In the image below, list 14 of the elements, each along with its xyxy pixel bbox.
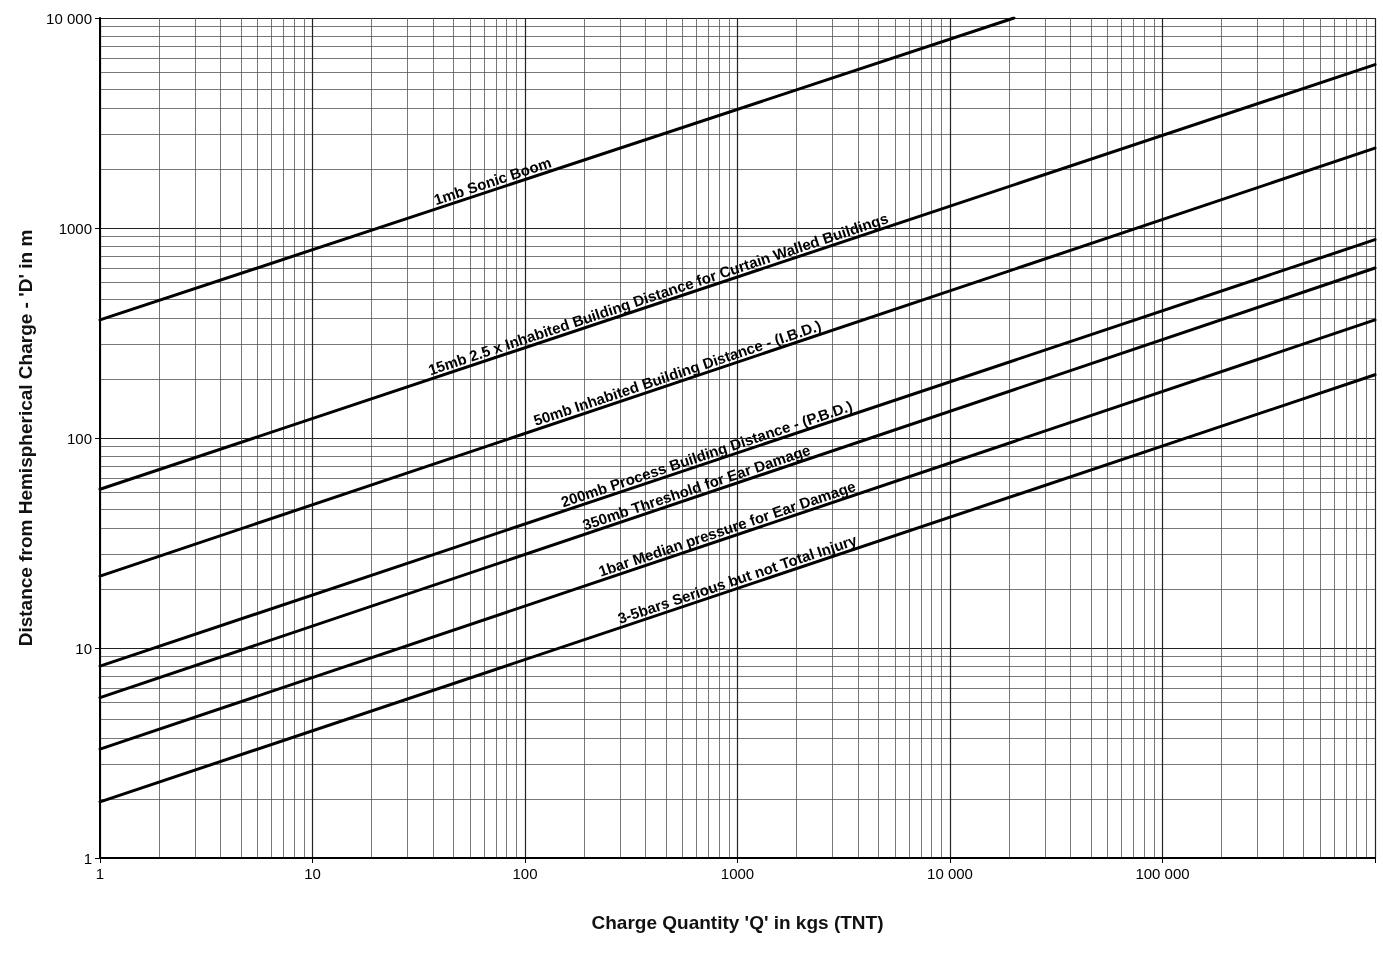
- x-tick-label: 10: [304, 865, 321, 882]
- x-tick-label: 100: [512, 865, 538, 882]
- y-axis-title: Distance from Hemispherical Charge - 'D' in m: [15, 229, 36, 647]
- x-tick-label: 10 000: [927, 865, 973, 882]
- x-tick-label: 1: [95, 865, 105, 882]
- y-tick-label: 1000: [58, 219, 92, 237]
- y-tick-label: 1: [83, 849, 92, 867]
- y-tick-label: 10 000: [46, 9, 92, 27]
- x-tick-label: 100 000: [1135, 865, 1190, 882]
- y-tick-label: 100: [66, 429, 92, 447]
- x-axis-title: Charge Quantity 'Q' in kgs (TNT): [591, 912, 884, 933]
- text: 1mb Sonic Boom: [431, 153, 554, 209]
- x-tick-label: 1000: [720, 865, 755, 882]
- y-tick-label: 10: [75, 639, 92, 657]
